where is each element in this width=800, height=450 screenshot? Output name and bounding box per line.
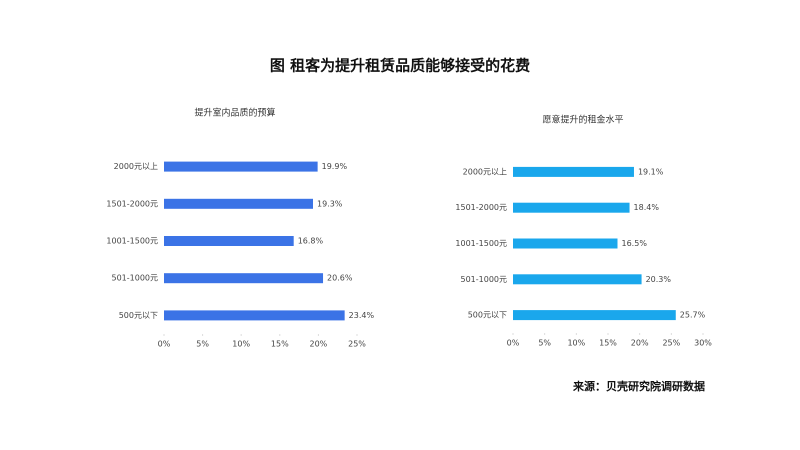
- value-label: 19.1%: [638, 167, 664, 176]
- bar: [164, 198, 313, 209]
- bar: [164, 310, 345, 321]
- value-label: 16.5%: [622, 239, 648, 248]
- page-title: 图 租客为提升租赁品质能够接受的花费: [270, 57, 530, 75]
- source-note: 来源：贝壳研究院调研数据: [572, 379, 705, 393]
- y-tick-label: 500元以下: [468, 311, 507, 320]
- x-tick-label: 15%: [271, 340, 289, 349]
- y-tick-label: 1001-1500元: [106, 237, 158, 246]
- x-tick-label: 5%: [538, 339, 551, 348]
- x-tick-label: 20%: [310, 340, 328, 349]
- value-label: 16.8%: [298, 237, 324, 246]
- x-tick-label: 25%: [348, 340, 366, 349]
- x-tick-label: 25%: [662, 339, 680, 348]
- bar: [513, 274, 642, 285]
- bar: [513, 310, 676, 321]
- x-tick-label: 0%: [507, 339, 520, 348]
- bar: [513, 238, 618, 249]
- value-label: 25.7%: [680, 311, 706, 320]
- x-tick-label: 20%: [631, 339, 649, 348]
- y-tick-label: 501-1000元: [460, 275, 507, 284]
- y-tick-label: 2000元以上: [463, 167, 507, 176]
- y-tick-label: 1001-1500元: [455, 239, 507, 248]
- y-tick-label: 1501-2000元: [106, 199, 158, 208]
- x-tick-label: 15%: [599, 339, 617, 348]
- x-tick-label: 10%: [567, 339, 585, 348]
- y-tick-label: 500元以下: [119, 311, 158, 320]
- bar: [164, 236, 294, 246]
- y-tick-label: 501-1000元: [111, 274, 158, 283]
- x-tick-label: 30%: [694, 339, 712, 348]
- chart-subtitle: 愿意提升的租金水平: [542, 114, 623, 126]
- value-label: 23.4%: [349, 311, 375, 320]
- value-label: 18.4%: [634, 203, 660, 212]
- bar: [513, 202, 630, 213]
- chart-subtitle: 提升室内品质的预算: [194, 107, 275, 119]
- bar: [164, 273, 324, 284]
- bar: [164, 161, 318, 172]
- x-tick-label: 5%: [196, 340, 209, 349]
- value-label: 19.9%: [322, 162, 348, 171]
- value-label: 20.6%: [327, 274, 353, 283]
- x-tick-label: 10%: [232, 340, 250, 349]
- y-tick-label: 2000元以上: [114, 162, 158, 171]
- x-tick-label: 0%: [158, 340, 171, 349]
- value-label: 20.3%: [646, 275, 672, 284]
- y-tick-label: 1501-2000元: [455, 203, 507, 212]
- value-label: 19.3%: [317, 199, 343, 208]
- bar: [513, 166, 634, 177]
